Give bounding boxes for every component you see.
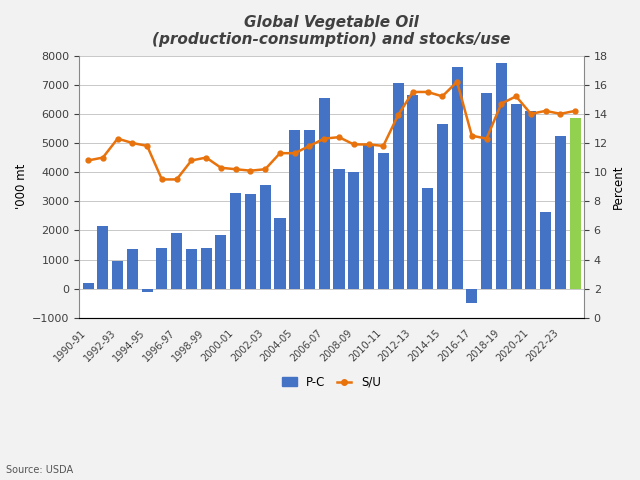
Bar (245, 194, 256, 289)
Bar (555, 136, 566, 289)
Bar (540, 212, 551, 289)
Title: Global Vegetable Oil
(production-consumption) and stocks/use: Global Vegetable Oil (production-consump… (152, 15, 511, 48)
Bar (333, 169, 344, 289)
Bar (363, 144, 374, 289)
Bar (216, 235, 227, 289)
Bar (319, 98, 330, 289)
Bar (525, 111, 536, 289)
Bar (570, 118, 580, 289)
Bar (378, 153, 389, 289)
Bar (186, 250, 197, 289)
Bar (348, 172, 359, 289)
Bar (275, 218, 285, 289)
Bar (83, 283, 93, 289)
Text: Source: USDA: Source: USDA (6, 465, 74, 475)
Y-axis label: '000 mt: '000 mt (15, 164, 28, 209)
Bar (496, 63, 507, 289)
Bar (422, 188, 433, 289)
Bar (436, 124, 448, 289)
Bar (481, 94, 492, 289)
Bar (452, 67, 463, 289)
Bar (467, 289, 477, 303)
Bar (97, 226, 108, 289)
Bar (230, 192, 241, 289)
Bar (260, 185, 271, 289)
Bar (392, 83, 404, 289)
Legend: P-C, S/U: P-C, S/U (278, 371, 385, 394)
Bar (141, 289, 153, 292)
Bar (289, 130, 300, 289)
Bar (304, 130, 315, 289)
Bar (156, 248, 168, 289)
Bar (201, 248, 212, 289)
Bar (171, 233, 182, 289)
Y-axis label: Percent: Percent (612, 165, 625, 209)
Bar (407, 95, 419, 289)
Bar (511, 104, 522, 289)
Bar (127, 249, 138, 289)
Bar (112, 261, 123, 289)
